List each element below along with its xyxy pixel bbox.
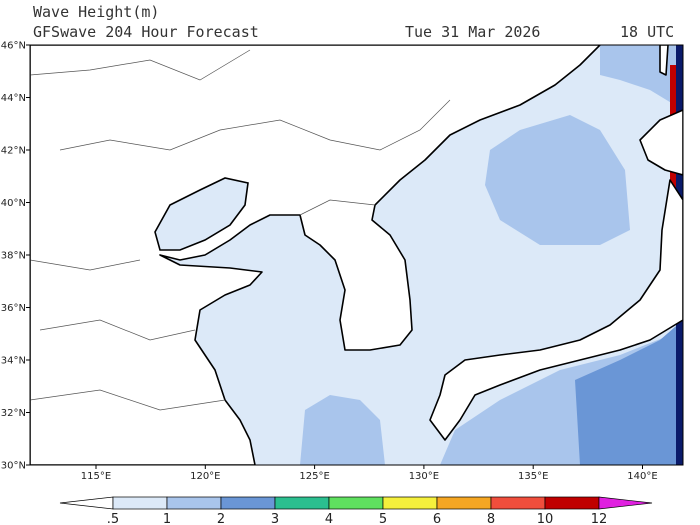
border bbox=[299, 199, 376, 216]
colorbar-label: 2 bbox=[217, 512, 225, 525]
lon-label: 120°E bbox=[190, 471, 220, 482]
colorbar-segment bbox=[436, 496, 492, 510]
lat-label: 44°N bbox=[1, 93, 26, 104]
model-label: GFSwave 204 Hour Forecast bbox=[33, 23, 259, 41]
lon-label: 140°E bbox=[627, 471, 657, 482]
axis-labels: 30°N 32°N 34°N 36°N 38°N 40°N 42°N 44°N 46°N 115°… bbox=[1, 41, 658, 483]
lat-label: 46°N bbox=[1, 41, 26, 52]
colorbar-label: 8 bbox=[487, 512, 495, 525]
colorbar-segment bbox=[220, 496, 276, 510]
lat-label: 36°N bbox=[1, 303, 26, 314]
colorbar-label: 3 bbox=[271, 512, 279, 525]
border bbox=[59, 99, 451, 151]
bohai-sea bbox=[154, 177, 249, 251]
colorbar-label: 6 bbox=[433, 512, 441, 525]
lat-label: 30°N bbox=[1, 461, 26, 472]
wave-zone bbox=[575, 320, 683, 465]
time-label: 18 UTC bbox=[620, 23, 674, 41]
hokkaido bbox=[639, 109, 683, 176]
colorbar-label: .5 bbox=[107, 512, 119, 525]
lon-label: 125°E bbox=[299, 471, 329, 482]
colorbar-cap bbox=[59, 496, 114, 510]
map bbox=[29, 44, 684, 466]
lon-label: 135°E bbox=[518, 471, 548, 482]
wave-zone bbox=[300, 395, 385, 465]
border bbox=[39, 319, 196, 341]
mainland bbox=[30, 45, 601, 465]
lat-label: 32°N bbox=[1, 408, 26, 419]
border bbox=[30, 389, 226, 411]
colorbar-label: 1 bbox=[163, 512, 171, 525]
colorbar: .5 1 2 3 4 5 6 8 10 12 bbox=[59, 496, 653, 525]
colorbar-segment bbox=[166, 496, 222, 510]
colorbar-segment bbox=[112, 496, 168, 510]
border bbox=[30, 259, 141, 271]
colorbar-segment bbox=[328, 496, 384, 510]
lat-label: 40°N bbox=[1, 198, 26, 209]
title: Wave Height(m) bbox=[33, 3, 159, 21]
colorbar-cap bbox=[598, 496, 653, 510]
colorbar-label: 10 bbox=[537, 512, 554, 525]
colorbar-label: 5 bbox=[379, 512, 387, 525]
colorbar-label: 12 bbox=[591, 512, 608, 525]
lon-label: 130°E bbox=[409, 471, 439, 482]
colorbar-segment bbox=[490, 496, 546, 510]
colorbar-segment bbox=[382, 496, 438, 510]
lat-label: 34°N bbox=[1, 356, 26, 367]
japan bbox=[429, 179, 683, 441]
lon-label: 115°E bbox=[81, 471, 111, 482]
colorbar-segment bbox=[544, 496, 600, 510]
date-label: Tue 31 Mar 2026 bbox=[405, 23, 540, 41]
wave-zone bbox=[485, 115, 630, 245]
colorbar-segment bbox=[274, 496, 330, 510]
border bbox=[30, 49, 251, 81]
sakhalin bbox=[659, 45, 669, 76]
colorbar-label: 4 bbox=[325, 512, 333, 525]
lat-label: 42°N bbox=[1, 146, 26, 157]
lat-label: 38°N bbox=[1, 251, 26, 262]
